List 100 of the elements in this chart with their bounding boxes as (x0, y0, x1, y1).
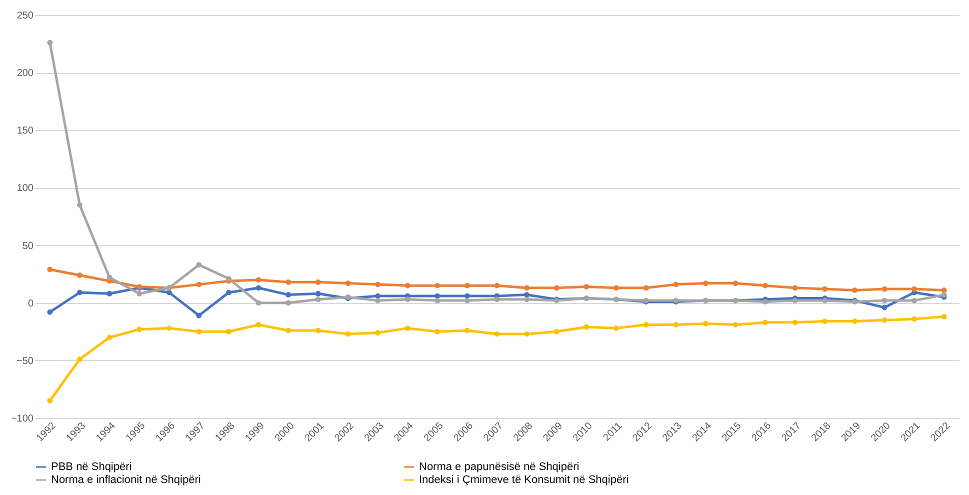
point (315, 328, 321, 334)
y-tick-label: 100 (16, 183, 34, 194)
point (315, 296, 321, 302)
point (464, 328, 470, 334)
legend-label: Indeksi i Çmimeve të Konsumit në Shqipëri (419, 474, 629, 486)
point (434, 328, 440, 334)
point (524, 296, 530, 302)
legend-label: Norma e inflacionit në Shqipëri (51, 474, 201, 486)
point (196, 282, 202, 288)
point (941, 314, 947, 320)
point (822, 298, 828, 304)
point (76, 290, 82, 296)
y-tick-label: 150 (16, 126, 34, 137)
point (47, 266, 53, 272)
y-tick-label: −50 (16, 356, 34, 367)
point (136, 290, 142, 296)
point (524, 285, 530, 291)
point (554, 285, 560, 291)
point (732, 322, 738, 328)
point (702, 280, 708, 286)
point (404, 296, 410, 302)
point (464, 282, 470, 288)
point (136, 326, 142, 332)
point (76, 356, 82, 362)
point (941, 287, 947, 293)
point (47, 40, 53, 46)
point (345, 331, 351, 337)
point (524, 331, 530, 337)
point (196, 328, 202, 334)
point (852, 318, 858, 324)
point (256, 322, 262, 328)
point (106, 274, 112, 280)
point (584, 324, 590, 330)
point (404, 282, 410, 288)
point (494, 282, 500, 288)
point (256, 300, 262, 306)
point (912, 286, 918, 292)
point (882, 286, 888, 292)
point (494, 296, 500, 302)
point (286, 328, 292, 334)
point (912, 316, 918, 322)
point (375, 330, 381, 336)
point (256, 285, 262, 291)
point (106, 334, 112, 340)
point (375, 293, 381, 299)
legend-label: Norma e papunësisë në Shqipëri (419, 461, 580, 473)
point (882, 298, 888, 304)
point (166, 325, 172, 331)
point (762, 320, 768, 326)
y-tick-label: 50 (22, 240, 34, 252)
point (375, 282, 381, 288)
y-tick-label: 0 (28, 298, 34, 310)
point (315, 279, 321, 285)
point (196, 312, 202, 318)
y-tick-label: 200 (16, 68, 34, 80)
point (106, 290, 112, 296)
point (166, 290, 172, 296)
point (76, 272, 82, 278)
point (286, 300, 292, 306)
point (315, 290, 321, 296)
point (912, 298, 918, 304)
point (882, 304, 888, 310)
point (882, 317, 888, 323)
point (76, 202, 82, 208)
point (643, 285, 649, 291)
point (792, 320, 798, 326)
point (47, 309, 53, 315)
point (47, 398, 53, 404)
point (702, 320, 708, 326)
point (673, 322, 679, 328)
point (286, 292, 292, 298)
point (464, 293, 470, 299)
point (226, 276, 232, 282)
point (822, 286, 828, 292)
point (792, 285, 798, 291)
point (375, 298, 381, 304)
point (524, 292, 530, 298)
point (434, 298, 440, 304)
point (464, 298, 470, 304)
point (404, 325, 410, 331)
point (673, 282, 679, 288)
y-tick-label: 250 (16, 10, 34, 22)
point (613, 285, 619, 291)
point (286, 279, 292, 285)
point (196, 262, 202, 268)
point (256, 277, 262, 283)
point (554, 328, 560, 334)
point (613, 325, 619, 331)
point (792, 298, 798, 304)
point (822, 318, 828, 324)
point (345, 280, 351, 286)
point (852, 287, 858, 293)
y-tick-label: −100 (10, 414, 34, 424)
point (434, 282, 440, 288)
point (732, 280, 738, 286)
point (584, 284, 590, 290)
point (643, 322, 649, 328)
point (762, 282, 768, 288)
legend-label: PBB në Shqipëri (51, 461, 132, 473)
point (226, 290, 232, 296)
